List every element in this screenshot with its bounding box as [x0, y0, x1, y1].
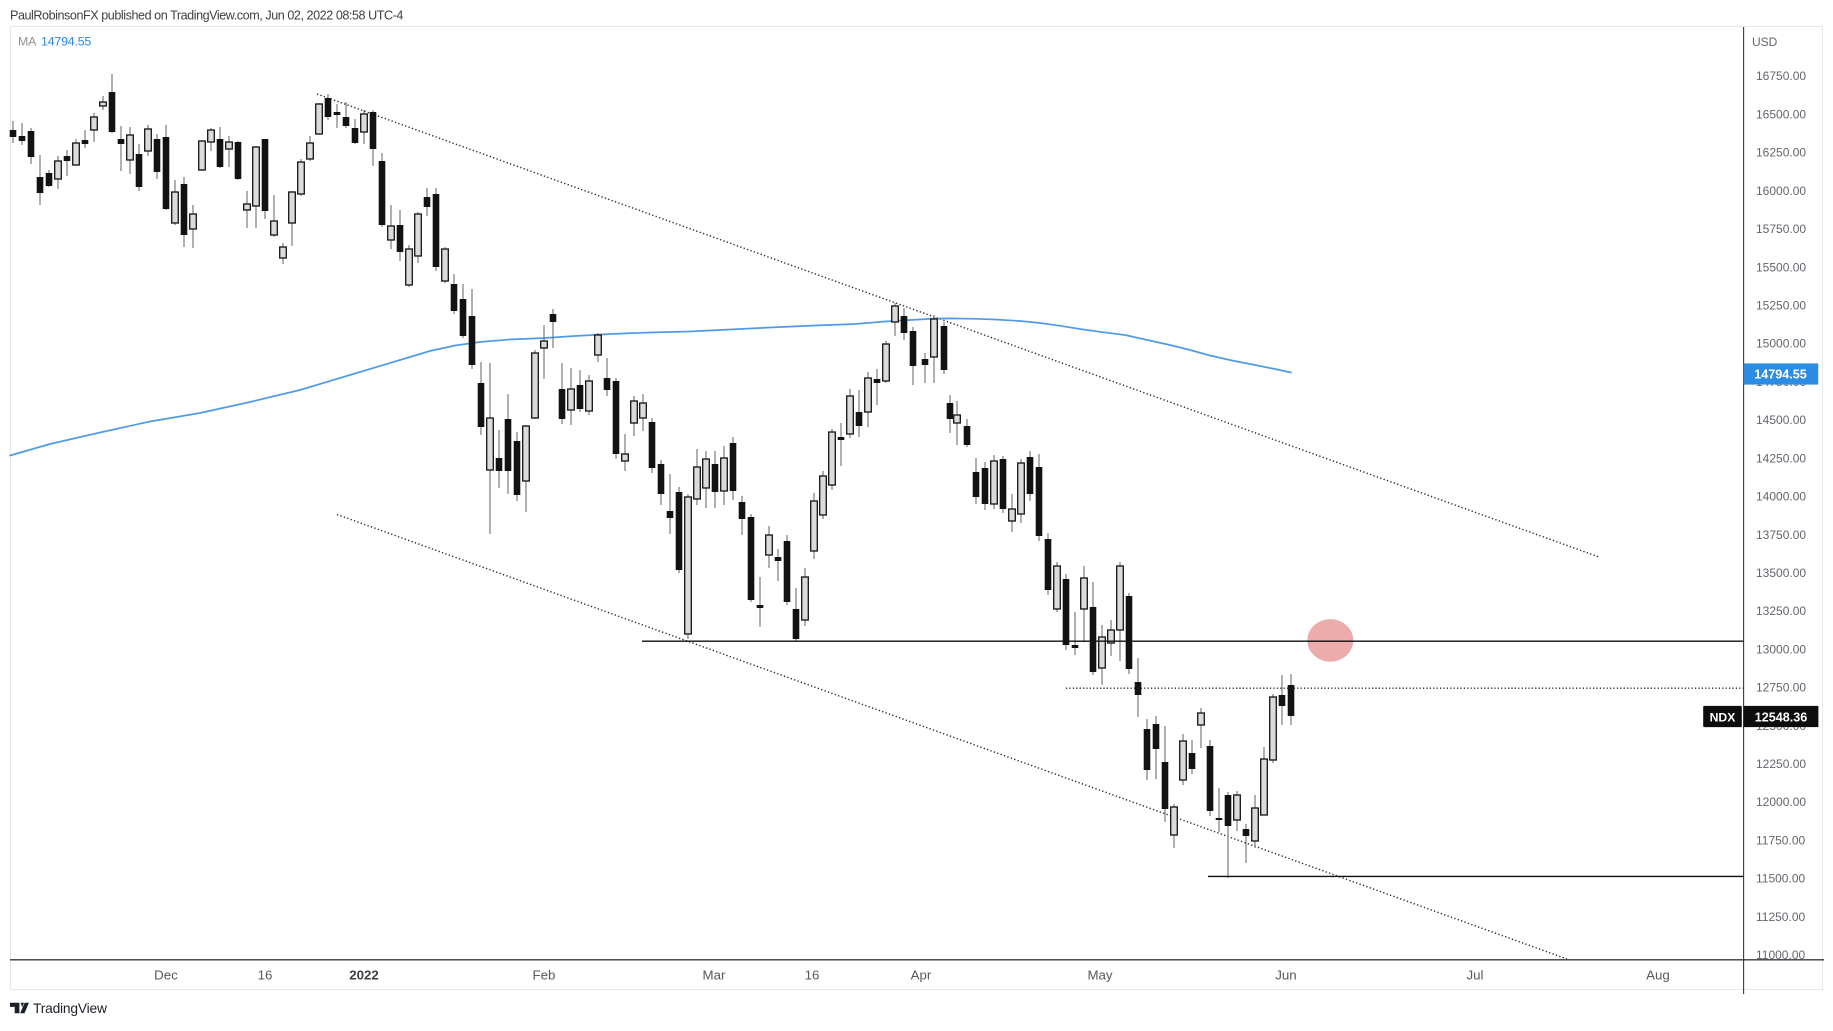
svg-text:12750.00: 12750.00: [1756, 681, 1806, 695]
svg-text:14794.55: 14794.55: [41, 35, 91, 49]
svg-text:12250.00: 12250.00: [1756, 757, 1806, 771]
svg-text:Jul: Jul: [1467, 968, 1484, 983]
svg-text:13250.00: 13250.00: [1756, 604, 1806, 618]
svg-text:Feb: Feb: [533, 968, 556, 983]
svg-text:May: May: [1087, 968, 1112, 983]
svg-text:NDX: NDX: [1710, 710, 1737, 724]
svg-text:Jun: Jun: [1275, 968, 1296, 983]
svg-text:TradingView: TradingView: [33, 1001, 107, 1016]
svg-text:2022: 2022: [349, 968, 379, 983]
svg-text:Dec: Dec: [154, 968, 178, 983]
svg-text:13500.00: 13500.00: [1756, 566, 1806, 580]
svg-text:11250.00: 11250.00: [1756, 910, 1805, 924]
svg-text:14500.00: 14500.00: [1756, 413, 1806, 427]
svg-text:16250.00: 16250.00: [1756, 146, 1806, 160]
svg-text:14000.00: 14000.00: [1756, 490, 1806, 504]
svg-text:15250.00: 15250.00: [1756, 299, 1806, 313]
svg-text:11500.00: 11500.00: [1756, 872, 1805, 886]
svg-text:15750.00: 15750.00: [1756, 222, 1806, 236]
svg-text:PaulRobinsonFX published on Tr: PaulRobinsonFX published on TradingView.…: [10, 8, 403, 22]
svg-text:16000.00: 16000.00: [1756, 184, 1806, 198]
svg-text:11750.00: 11750.00: [1756, 834, 1805, 848]
svg-text:12000.00: 12000.00: [1756, 795, 1806, 809]
svg-text:Aug: Aug: [1646, 968, 1670, 983]
svg-text:15500.00: 15500.00: [1756, 260, 1806, 274]
svg-text:16500.00: 16500.00: [1756, 107, 1806, 121]
svg-text:15000.00: 15000.00: [1756, 337, 1806, 351]
svg-text:16: 16: [805, 968, 820, 983]
svg-text:14250.00: 14250.00: [1756, 451, 1806, 465]
svg-text:12548.36: 12548.36: [1755, 710, 1808, 724]
svg-text:13000.00: 13000.00: [1756, 642, 1806, 656]
svg-text:MA: MA: [18, 35, 37, 49]
svg-text:14794.55: 14794.55: [1754, 368, 1807, 382]
svg-text:USD: USD: [1752, 35, 1778, 49]
svg-text:16750.00: 16750.00: [1756, 69, 1806, 83]
svg-text:Apr: Apr: [911, 968, 932, 983]
svg-text:11000.00: 11000.00: [1756, 948, 1805, 962]
svg-text:16: 16: [258, 968, 273, 983]
svg-text:13750.00: 13750.00: [1756, 528, 1806, 542]
svg-text:Mar: Mar: [703, 968, 726, 983]
